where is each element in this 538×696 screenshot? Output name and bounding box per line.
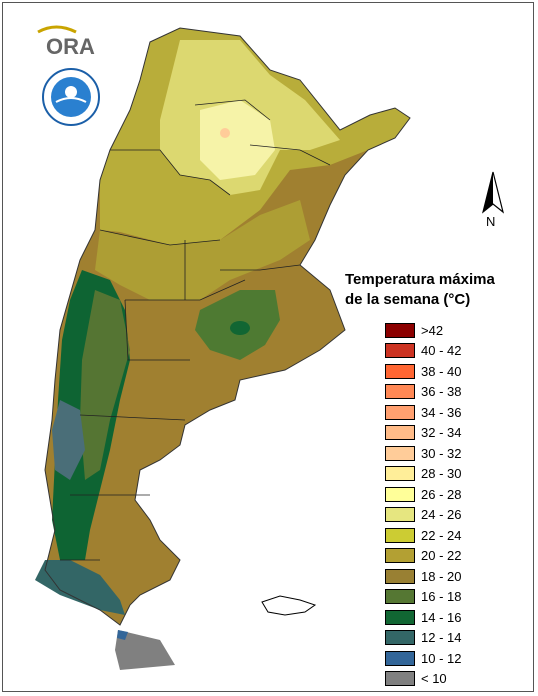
legend-label: 20 - 22 xyxy=(421,548,462,563)
legend-label: 16 - 18 xyxy=(421,589,462,604)
legend-label: 22 - 24 xyxy=(421,527,462,543)
legend-swatch xyxy=(385,589,415,604)
province-borders xyxy=(60,99,331,561)
legend-item: >42 xyxy=(385,320,525,340)
legend-swatch xyxy=(385,404,415,420)
legend: Temperatura máxima de la semana (°C) >42… xyxy=(345,270,525,689)
legend-item: 30 - 32 xyxy=(385,443,525,463)
legend-label: 34 - 36 xyxy=(421,404,462,420)
legend-item: 24 - 26 xyxy=(385,505,525,525)
legend-label: 38 - 40 xyxy=(421,363,462,379)
north-label: N xyxy=(486,214,496,229)
legend-label: 28 - 30 xyxy=(421,466,462,481)
legend-item: 26 - 28 xyxy=(385,484,525,504)
legend-swatch xyxy=(385,322,415,338)
legend-swatch xyxy=(385,671,415,686)
legend-item: 16 - 18 xyxy=(385,587,525,607)
country-outline xyxy=(44,27,411,626)
legend-title-line1: Temperatura máxima xyxy=(345,271,495,288)
legend-item: < 10 xyxy=(385,669,525,689)
legend-label: >42 xyxy=(421,322,444,338)
legend-swatch xyxy=(385,343,415,358)
central-dark-patch xyxy=(230,321,250,335)
legend-swatch xyxy=(385,568,415,584)
legend-swatch xyxy=(385,466,415,481)
legend-swatch xyxy=(385,384,415,399)
legend-label: 14 - 16 xyxy=(421,609,462,625)
legend-item: 10 - 12 xyxy=(385,648,525,668)
legend-label: 10 - 12 xyxy=(421,650,462,666)
legend-item: 28 - 30 xyxy=(385,464,525,484)
hot-spot xyxy=(220,128,230,138)
legend-label: 12 - 14 xyxy=(421,630,462,645)
legend-item: 36 - 38 xyxy=(385,382,525,402)
andes-dark-green xyxy=(80,290,130,480)
legend-label: 36 - 38 xyxy=(421,384,462,399)
legend-label: 30 - 32 xyxy=(421,445,462,461)
legend-swatch xyxy=(385,507,415,522)
blue-zone xyxy=(52,400,85,480)
legend-swatch xyxy=(385,425,415,440)
legend-swatch xyxy=(385,527,415,543)
pale-yellow-zone xyxy=(200,100,275,180)
legend-item: 22 - 24 xyxy=(385,525,525,545)
legend-swatch xyxy=(385,445,415,461)
legend-swatch xyxy=(385,650,415,666)
legend-label: 32 - 34 xyxy=(421,425,462,440)
legend-item: 12 - 14 xyxy=(385,628,525,648)
legend-label: 40 - 42 xyxy=(421,343,462,358)
legend-item: 40 - 42 xyxy=(385,341,525,361)
seal-icon xyxy=(42,68,100,126)
legend-label: < 10 xyxy=(421,671,447,686)
olive-zone xyxy=(95,200,310,300)
legend-item: 20 - 22 xyxy=(385,546,525,566)
legend-item: 18 - 20 xyxy=(385,566,525,586)
svg-text:ORA: ORA xyxy=(46,34,95,59)
legend-label: 18 - 20 xyxy=(421,568,462,584)
legend-swatch xyxy=(385,363,415,379)
malvinas-islands xyxy=(261,595,317,616)
legend-title-line2: de la semana (°C) xyxy=(345,291,471,308)
tdf-blue xyxy=(117,630,128,640)
legend-items: >42 40 - 42 38 - 40 36 - 38 34 - 36 32 - 34 30… xyxy=(385,320,525,689)
legend-item: 38 - 40 xyxy=(385,361,525,381)
ora-logo-icon: ORA xyxy=(37,25,95,59)
tierra-del-fuego xyxy=(115,630,175,670)
legend-item: 34 - 36 xyxy=(385,402,525,422)
legend-swatch xyxy=(385,630,415,645)
legend-label: 26 - 28 xyxy=(421,486,462,502)
south-blue-zone xyxy=(35,560,125,615)
legend-swatch xyxy=(385,548,415,563)
legend-swatch xyxy=(385,486,415,502)
north-arrow-icon xyxy=(481,171,505,214)
legend-swatch xyxy=(385,609,415,625)
legend-label: 24 - 26 xyxy=(421,507,462,522)
legend-item: 32 - 34 xyxy=(385,423,525,443)
legend-item: 14 - 16 xyxy=(385,607,525,627)
